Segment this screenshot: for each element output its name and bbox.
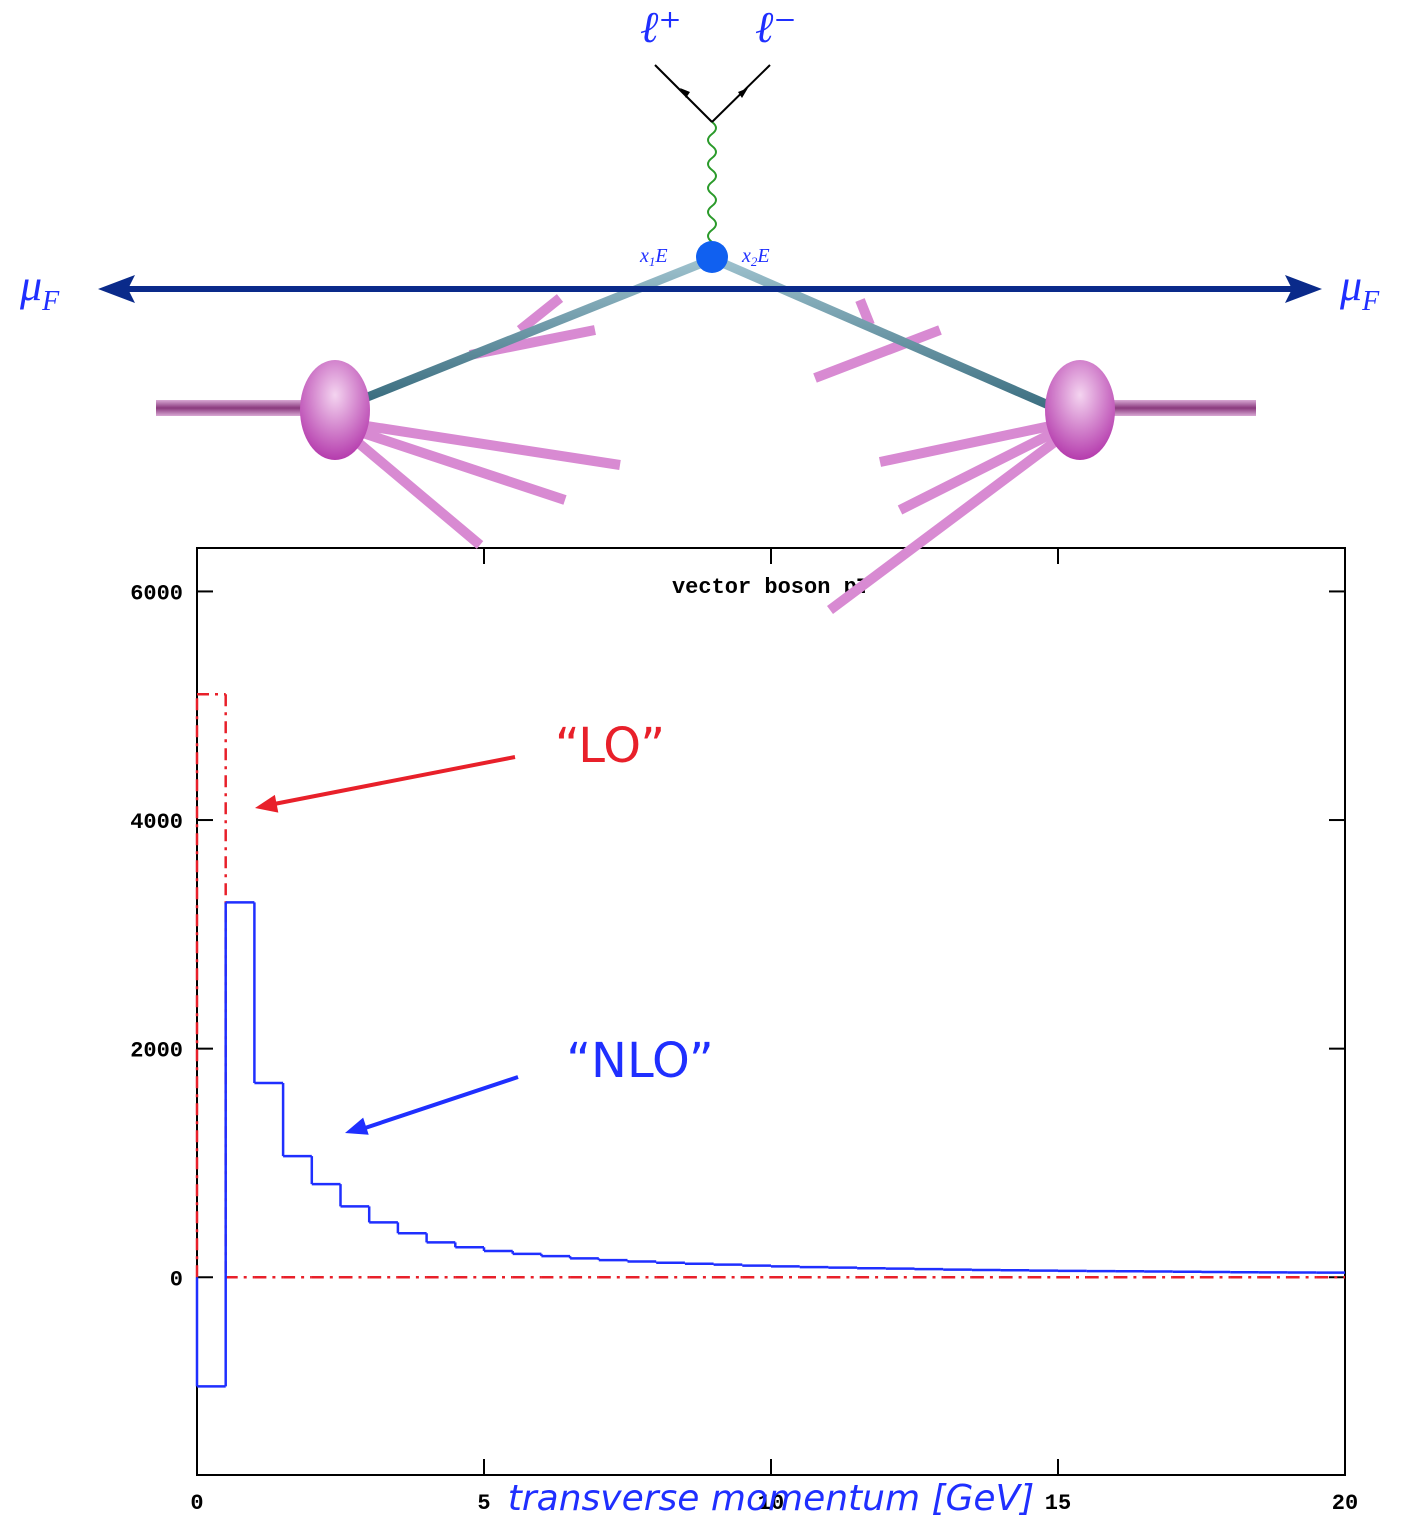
legend-label: “NLO” <box>566 1033 714 1089</box>
plot-area: 0 5 10 15 20 0 2000 4000 6000 vector boson pT tran… <box>130 548 1358 1517</box>
symbol: x <box>741 245 751 267</box>
vertex <box>696 241 728 273</box>
scale-label: μF <box>1339 261 1380 317</box>
parton-line <box>718 257 1062 415</box>
feynman-diagram: ℓ⁺ ℓ⁻ x1E x2E μF μF <box>19 3 1380 615</box>
arrow-head <box>680 88 690 98</box>
proton-blob <box>1045 360 1115 460</box>
subscript: 1 <box>649 254 656 269</box>
x-tick-label: 5 <box>477 1491 490 1516</box>
parton-line <box>358 257 707 405</box>
proton-blob <box>300 360 370 460</box>
momentum-label: x2E <box>741 245 770 269</box>
arrow-head <box>1285 275 1322 303</box>
legend-label: “LO” <box>555 718 665 774</box>
arrow-head <box>255 794 279 813</box>
arrow-head <box>345 1117 369 1135</box>
subscript: 2 <box>751 254 758 269</box>
y-tick-label: 2000 <box>130 1039 183 1064</box>
scale-label: μF <box>19 261 60 317</box>
chart-title: vector boson pT <box>672 575 870 600</box>
lepton-label: ℓ⁺ <box>640 3 682 52</box>
y-tick-label: 6000 <box>130 581 183 606</box>
subscript: F <box>41 286 60 317</box>
x-tick-label: 20 <box>1332 1491 1358 1516</box>
photon <box>707 121 717 243</box>
symbol: E <box>654 245 667 267</box>
symbol: μ <box>1339 261 1362 310</box>
beam <box>1110 400 1256 416</box>
y-tick-label: 0 <box>170 1267 183 1292</box>
x-axis-label: transverse momentum [GeV] <box>508 1478 1034 1517</box>
plot-frame <box>196 547 1346 1476</box>
x-tick-label: 0 <box>190 1491 203 1516</box>
beam <box>156 400 306 416</box>
symbol: μ <box>19 261 42 310</box>
subscript: F <box>1361 286 1380 317</box>
arrow-head <box>98 275 135 303</box>
x-tick-label: 10 <box>758 1491 784 1516</box>
annotation-arrow <box>358 1075 519 1132</box>
symbol: x <box>639 245 649 267</box>
momentum-label: x1E <box>639 245 668 269</box>
radiation <box>351 294 1063 615</box>
x-tick-label: 15 <box>1045 1491 1071 1516</box>
arrow-head <box>738 88 748 98</box>
symbol: E <box>756 245 769 267</box>
y-tick-label: 4000 <box>130 810 183 835</box>
annotation-arrow <box>268 755 516 807</box>
lepton-label: ℓ⁻ <box>755 3 797 52</box>
